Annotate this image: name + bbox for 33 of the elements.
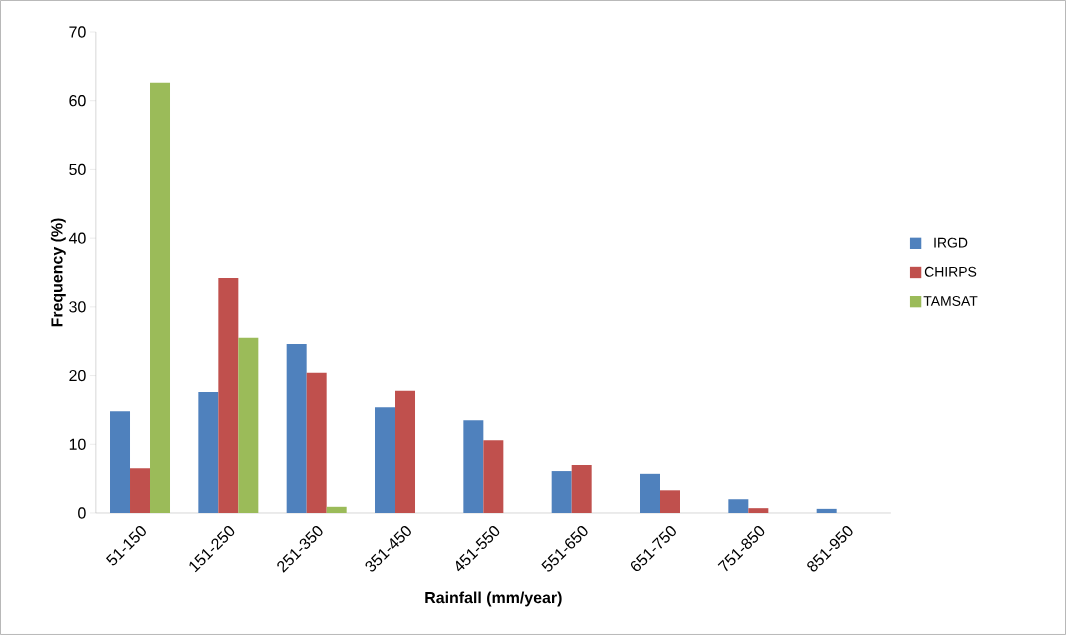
- bar: [728, 499, 749, 513]
- bar: [198, 392, 219, 513]
- y-tick-label: 10: [69, 438, 86, 450]
- bar: [551, 471, 572, 513]
- bar: [218, 277, 239, 513]
- bar: [326, 506, 347, 513]
- bar: [640, 473, 661, 513]
- y-tick-label: 0: [78, 507, 86, 519]
- y-tick-label: 60: [69, 95, 86, 107]
- y-axis-title: Frequency (%): [50, 218, 66, 327]
- bar: [150, 82, 171, 513]
- bar: [130, 468, 151, 513]
- bar: [660, 490, 681, 513]
- bar: [238, 337, 259, 513]
- y-tick-label: 50: [69, 163, 86, 176]
- bar: [748, 508, 769, 513]
- bar: [110, 411, 131, 513]
- y-tick-label: 40: [68, 232, 86, 244]
- y-tick-label: 30: [69, 301, 86, 313]
- x-axis-title: Rainfall (mm/year): [425, 591, 562, 607]
- bar: [463, 420, 484, 513]
- bar: [816, 508, 837, 513]
- y-tick-label: 20: [69, 369, 86, 382]
- legend-label: IRGD: [934, 237, 968, 248]
- y-tick-label: 70: [69, 26, 86, 38]
- bar: [483, 440, 504, 513]
- bar: [286, 343, 307, 513]
- legend-label: TAMSAT: [923, 296, 978, 306]
- bar: [375, 407, 396, 513]
- bar: [306, 372, 327, 513]
- bar: [395, 390, 416, 513]
- bar: [571, 464, 592, 513]
- legend-label: CHIRPS: [924, 266, 977, 277]
